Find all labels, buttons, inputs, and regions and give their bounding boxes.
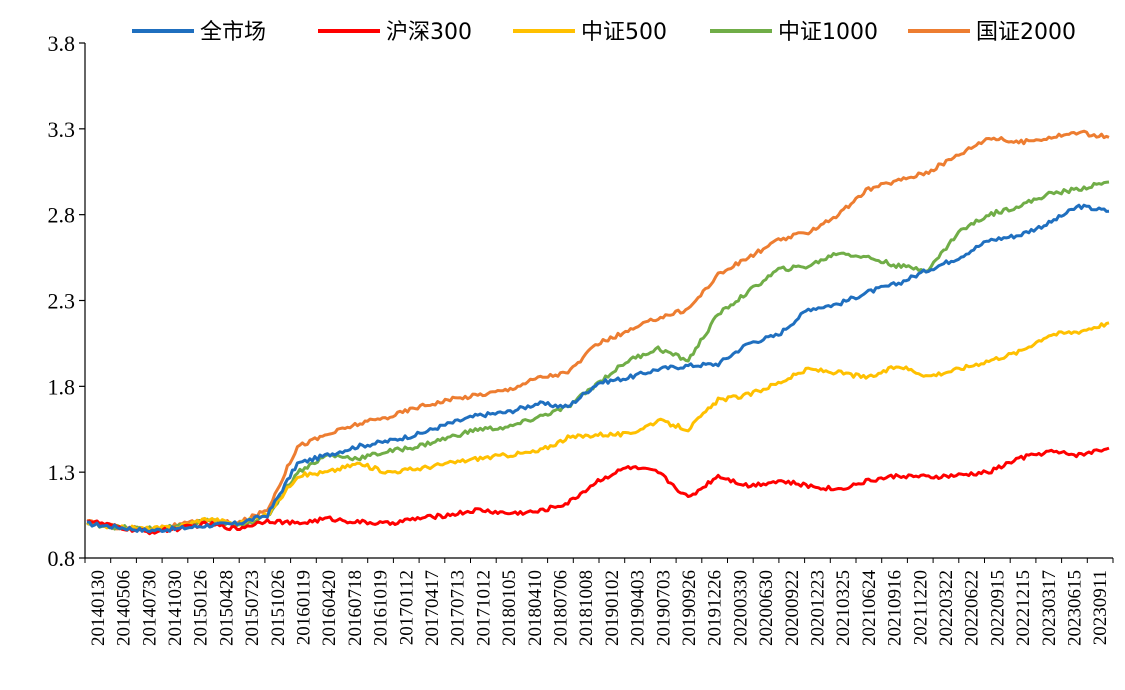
x-tick-label: 20201223 <box>807 570 828 646</box>
y-tick-label: 3.3 <box>48 117 76 142</box>
x-tick-label: 20170112 <box>396 570 417 645</box>
series-line-4 <box>86 129 1110 532</box>
x-tick-label: 20171012 <box>473 570 494 646</box>
x-tick-label: 20220915 <box>987 570 1008 646</box>
y-tick-label: 1.3 <box>48 460 76 485</box>
x-tick-label: 20180105 <box>499 570 520 646</box>
x-tick-label: 20211220 <box>910 570 931 645</box>
x-tick-label: 20230317 <box>1039 570 1060 646</box>
x-tick-label: 20210916 <box>885 570 906 646</box>
x-axis: 20140130 20140506 20140730 20141030 20150126… <box>84 557 1114 647</box>
x-tick-label: 20140130 <box>88 570 109 646</box>
y-tick-label: 1.8 <box>48 374 76 399</box>
x-tick-label: 20230615 <box>1064 570 1085 646</box>
legend-label: 国证2000 <box>976 20 1076 45</box>
x-tick-label: 20141030 <box>165 570 186 646</box>
x-tick-label: 20200922 <box>782 570 803 646</box>
x-tick-label: 20190703 <box>653 570 674 646</box>
series-line-0 <box>86 203 1110 534</box>
legend-label: 中证500 <box>581 20 667 45</box>
x-tick-label: 20160718 <box>345 570 366 646</box>
y-axis: 0.8 1.3 1.8 2.3 2.8 3.3 3.8 <box>48 31 86 571</box>
y-tick-label: 2.3 <box>48 289 76 314</box>
legend-item-0: 全市场 <box>132 20 266 45</box>
x-tick-label: 20161019 <box>371 570 392 646</box>
series-line-1 <box>86 446 1110 536</box>
legend-label: 沪深300 <box>386 20 472 45</box>
x-tick-label: 20191226 <box>705 570 726 646</box>
x-tick-label: 20210624 <box>859 570 880 647</box>
x-tick-label: 20230911 <box>1090 570 1111 645</box>
legend-label: 中证1000 <box>778 20 878 45</box>
legend-item-1: 沪深300 <box>318 20 472 45</box>
x-tick-label: 20160119 <box>293 570 314 645</box>
x-tick-label: 20151026 <box>268 570 289 646</box>
x-tick-label: 20140730 <box>139 570 160 646</box>
x-tick-label: 20150126 <box>191 570 212 646</box>
x-tick-label: 20180706 <box>550 570 571 646</box>
x-tick-label: 20150428 <box>216 570 237 646</box>
x-tick-label: 20190102 <box>602 570 623 646</box>
x-tick-label: 20181008 <box>576 570 597 646</box>
series-layer <box>85 129 1110 536</box>
x-tick-label: 20190403 <box>628 570 649 646</box>
legend-label: 全市场 <box>200 20 266 45</box>
x-tick-label: 20200330 <box>730 570 751 646</box>
x-tick-label: 20150723 <box>242 570 263 646</box>
legend-item-3: 中证1000 <box>710 20 878 45</box>
x-tick-label: 20180410 <box>525 570 546 646</box>
y-tick-label: 2.8 <box>48 203 76 228</box>
x-tick-label: 20220622 <box>962 570 983 646</box>
x-tick-label: 20220322 <box>936 570 957 646</box>
x-tick-label: 20160420 <box>319 570 340 646</box>
x-tick-label: 20210325 <box>833 570 854 646</box>
x-tick-label: 20200630 <box>756 570 777 646</box>
legend: 全市场 沪深300 中证500 中证1000 国证2000 <box>132 20 1076 45</box>
x-tick-label: 20221215 <box>1013 570 1034 646</box>
legend-item-4: 国证2000 <box>908 20 1076 45</box>
x-tick-label: 20140506 <box>114 570 135 646</box>
y-tick-label: 0.8 <box>48 546 76 571</box>
series-line-2 <box>85 321 1110 533</box>
x-tick-label: 20170417 <box>422 570 443 646</box>
x-tick-label: 20170713 <box>448 570 469 646</box>
y-tick-label: 3.8 <box>48 31 76 56</box>
legend-item-2: 中证500 <box>513 20 667 45</box>
x-tick-label: 20190926 <box>679 570 700 646</box>
